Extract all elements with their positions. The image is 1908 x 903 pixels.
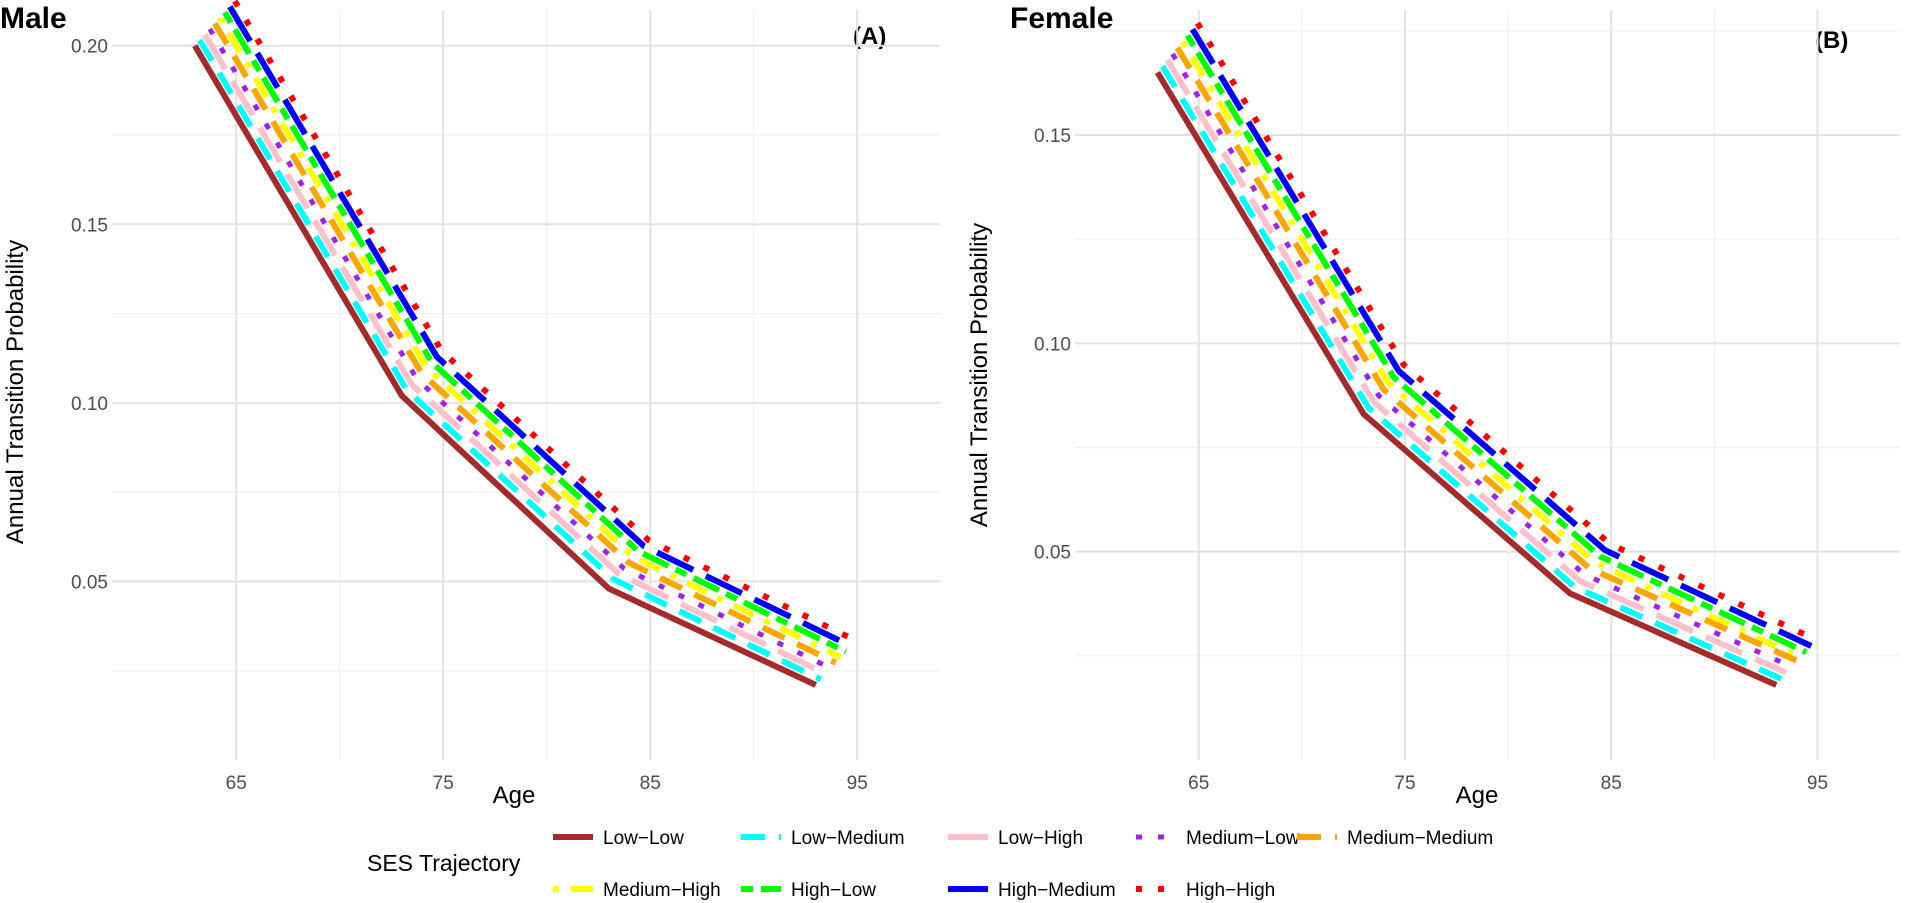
y-tick-label: 0.10 [71, 394, 108, 415]
legend-item: Medium−Low [1136, 828, 1300, 849]
female-y-axis-title: Annual Transition Probability [966, 223, 993, 527]
legend-item: Low−High [948, 828, 1083, 849]
x-tick-label: 95 [847, 773, 868, 794]
legend-label: Medium−Medium [1347, 828, 1493, 849]
legend-label: Low−Low [603, 828, 684, 849]
legend-item: Medium−High [553, 880, 721, 901]
legend-label: Medium−Low [1186, 828, 1300, 849]
series-line-low-low [1154, 70, 1778, 688]
x-tick-label: 75 [433, 773, 454, 794]
female-y-tick-labels: 0.05 0.10 0.15 [1034, 126, 1071, 564]
x-tick-label: 95 [1807, 773, 1828, 794]
male-y-tick-labels: 0.05 0.10 0.15 0.20 [71, 37, 108, 594]
series-line-high-high [232, 0, 858, 644]
y-tick-label: 0.15 [71, 215, 108, 236]
series-line-medium-medium [1174, 46, 1798, 664]
series-line-high-medium [227, 5, 853, 649]
series-line-high-medium [1189, 27, 1813, 649]
legend-item: Medium−Medium [1297, 828, 1493, 849]
series-line-low-medium [197, 38, 823, 683]
y-tick-label: 0.05 [71, 572, 108, 593]
male-series-lines [192, 0, 858, 688]
female-panel-tag: (B) [1815, 27, 1848, 54]
legend-item: Low−Medium [741, 828, 905, 849]
female-gridlines [1075, 10, 1900, 760]
legend-label: High−Medium [998, 880, 1116, 901]
male-gridlines [112, 10, 940, 760]
female-panel-title: Female [1010, 2, 1113, 35]
series-line-medium-medium [212, 21, 838, 666]
legend-item: High−Low [741, 880, 876, 901]
series-line-low-low [192, 44, 818, 688]
x-tick-label: 85 [1601, 773, 1622, 794]
series-line-low-medium [1159, 64, 1783, 682]
male-x-tick-labels: 65 75 85 95 [226, 773, 868, 794]
y-tick-label: 0.20 [71, 37, 108, 58]
y-tick-label: 0.10 [1034, 334, 1071, 355]
series-line-medium-low [1170, 52, 1793, 669]
series-line-high-low [222, 10, 848, 655]
series-line-medium-low [207, 27, 832, 671]
x-tick-label: 85 [640, 773, 661, 794]
legend-item: Low−Low [553, 828, 684, 849]
male-panel: Male (A) 65 75 85 95 0.050.100.150.20 Age A… [0, 0, 940, 809]
legend: SES Trajectory Low−Low Low−Medium Low−High… [367, 828, 1493, 901]
legend-item: High−Medium [948, 880, 1116, 901]
legend-item: High−High [1136, 880, 1275, 901]
legend-label: High−Low [791, 880, 876, 901]
legend-label: High−High [1186, 880, 1275, 901]
male-x-axis-title: Age [493, 782, 536, 809]
series-line-low-high [202, 33, 828, 677]
female-x-tick-labels: 65 75 85 95 [1188, 773, 1828, 794]
x-tick-label: 65 [1188, 773, 1209, 794]
series-line-high-high [1194, 21, 1818, 643]
male-panel-title: Male [0, 2, 67, 35]
female-series-lines [1154, 21, 1818, 688]
x-tick-label: 75 [1394, 773, 1415, 794]
legend-items: Low−Low Low−Medium Low−High Medium−Low Mediu… [553, 828, 1493, 901]
series-line-high-low [1184, 33, 1808, 655]
legend-label: Low−Medium [791, 828, 905, 849]
y-tick-label: 0.15 [1034, 126, 1071, 147]
male-y-axis-title: Annual Transition Probability [2, 240, 29, 544]
female-x-axis-title: Age [1456, 782, 1499, 809]
legend-label: Medium−High [603, 880, 721, 901]
series-line-medium-high [217, 16, 843, 660]
legend-label: Low−High [998, 828, 1083, 849]
y-tick-label: 0.05 [1034, 543, 1071, 564]
x-tick-label: 65 [226, 773, 247, 794]
legend-title: SES Trajectory [367, 850, 521, 876]
female-panel: Female (B) 65 75 85 95 0.05 0.10 0.15 Age Ann… [966, 2, 1900, 809]
series-line-low-high [1164, 58, 1788, 676]
